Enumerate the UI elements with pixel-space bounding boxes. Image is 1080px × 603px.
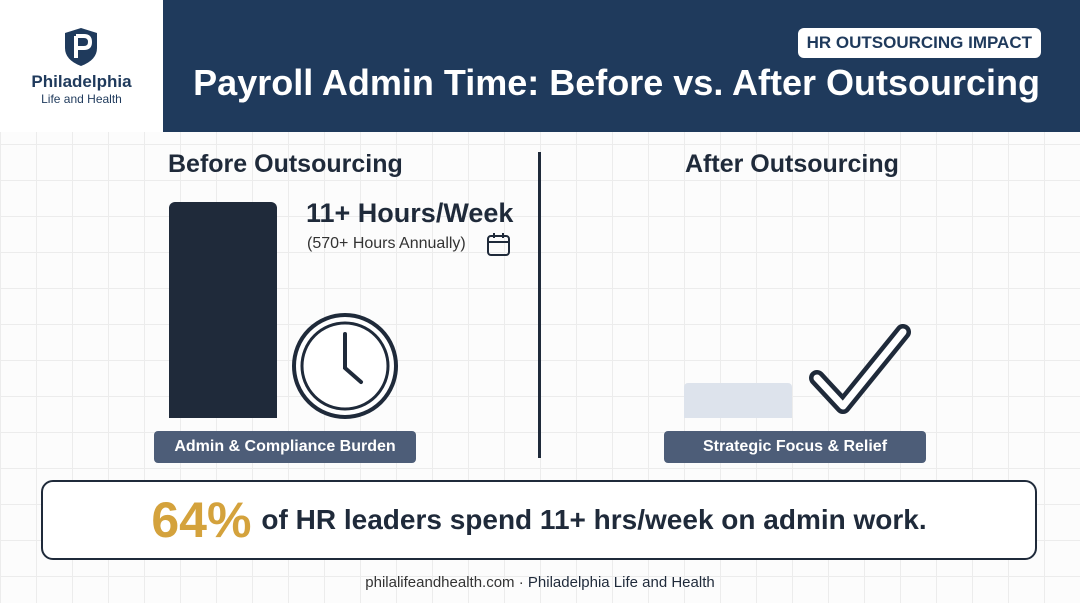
after-heading: After Outsourcing	[685, 150, 899, 178]
title: Payroll Admin Time: Before vs. After Out…	[193, 62, 1040, 103]
footer-site: philalifeandhealth.com	[365, 574, 515, 591]
before-heading: Before Outsourcing	[168, 150, 403, 178]
divider	[538, 152, 541, 458]
clock-icon	[292, 313, 398, 419]
before-label: Admin & Compliance Burden	[154, 431, 416, 463]
before-stat: 11+ Hours/Week	[306, 198, 514, 228]
calendar-icon	[487, 233, 510, 256]
callout-text: of HR leaders spend 11+ hrs/week on admi…	[261, 504, 927, 535]
header	[163, 0, 1080, 132]
logo-area: Philadelphia Life and Health	[0, 0, 163, 132]
after-label: Strategic Focus & Relief	[664, 431, 926, 463]
before-bar	[169, 202, 277, 418]
logo-name: Philadelphia	[31, 72, 132, 91]
footer-separator: ·	[518, 574, 524, 591]
footer: philalifeandhealth.com · Philadelphia Li…	[0, 574, 1080, 591]
after-bar	[684, 383, 792, 418]
callout-highlight: 64%	[151, 492, 252, 548]
footer-org: Philadelphia Life and Health	[527, 574, 715, 591]
badge: HR OUTSOURCING IMPACT	[797, 28, 1041, 58]
logo-tagline: Life and Health	[41, 92, 122, 106]
logo-shield	[65, 28, 97, 66]
check-icon	[809, 324, 911, 414]
before-substat: (570+ Hours Annually)	[307, 235, 466, 252]
callout: 64% of HR leaders spend 11+ hrs/week on …	[41, 480, 1037, 560]
